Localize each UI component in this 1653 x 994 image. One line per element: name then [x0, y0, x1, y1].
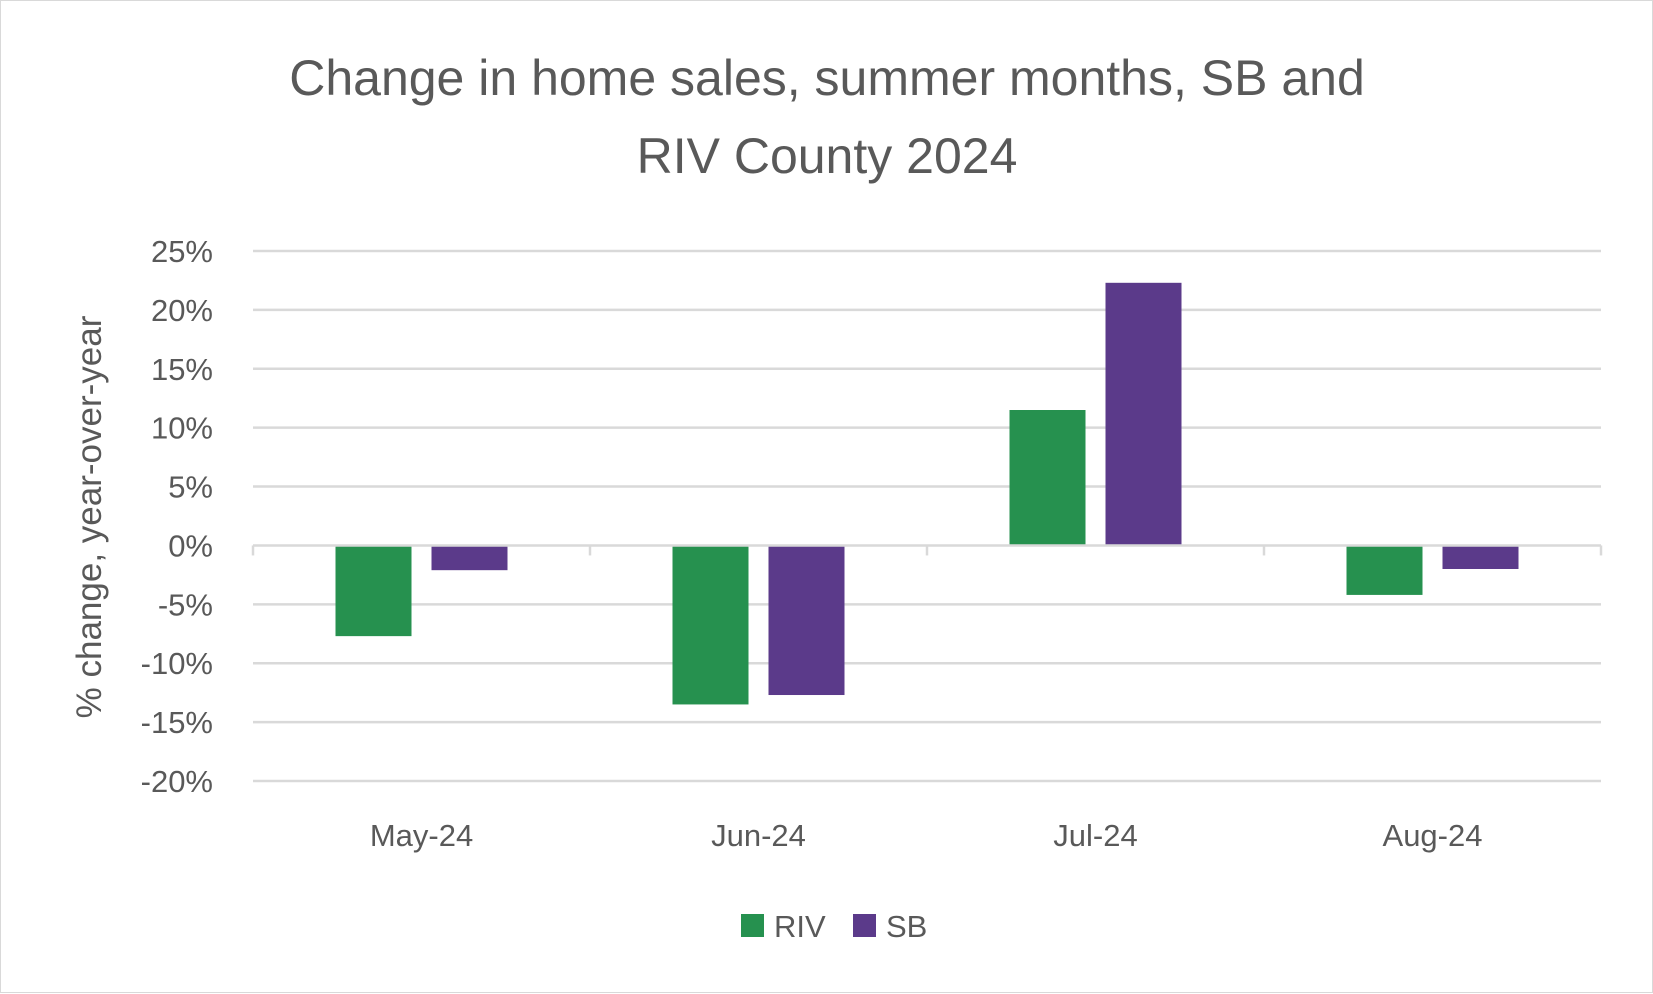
legend: RIV SB: [741, 909, 927, 944]
y-tick-label: -20%: [141, 764, 213, 799]
gridlines: [253, 249, 1601, 783]
bar-sb-jun-24: [768, 545, 845, 696]
legend-label-sb: SB: [886, 909, 927, 944]
y-tick-label: -15%: [141, 705, 213, 740]
y-tick-label: 10%: [151, 411, 213, 446]
y-tick-label: 25%: [151, 234, 213, 269]
bar-riv-jun-24: [672, 545, 749, 705]
chart-title-line-1: Change in home sales, summer months, SB …: [289, 50, 1365, 106]
y-tick-label: -5%: [158, 587, 213, 622]
legend-swatch-sb: [853, 914, 876, 937]
chart-title-line-2: RIV County 2024: [637, 128, 1018, 184]
bars: [335, 282, 1519, 705]
y-tick-labels: 25% 20% 15% 10% 5% 0% -5% -10% -15% -20%: [141, 234, 213, 799]
x-tick-label: Jul-24: [1053, 818, 1137, 853]
bar-sb-aug-24: [1442, 545, 1519, 569]
bar-sb-jul-24: [1105, 282, 1182, 546]
legend-label-riv: RIV: [774, 909, 826, 944]
x-tick-label: May-24: [370, 818, 473, 853]
y-tick-label: 5%: [168, 470, 213, 505]
x-axis: May-24 Jun-24 Jul-24 Aug-24: [251, 544, 1603, 853]
bar-riv-aug-24: [1346, 545, 1423, 595]
y-tick-label: 20%: [151, 293, 213, 328]
y-tick-label: 15%: [151, 352, 213, 387]
bar-sb-may-24: [431, 545, 508, 571]
x-tick-label: Aug-24: [1383, 818, 1483, 853]
y-tick-label: -10%: [141, 646, 213, 681]
bar-riv-may-24: [335, 545, 412, 637]
bar-riv-jul-24: [1009, 410, 1086, 546]
y-tick-label: 0%: [168, 528, 213, 563]
y-axis-label: % change, year-over-year: [70, 315, 109, 718]
x-tick-label: Jun-24: [711, 818, 806, 853]
legend-swatch-riv: [741, 914, 764, 937]
